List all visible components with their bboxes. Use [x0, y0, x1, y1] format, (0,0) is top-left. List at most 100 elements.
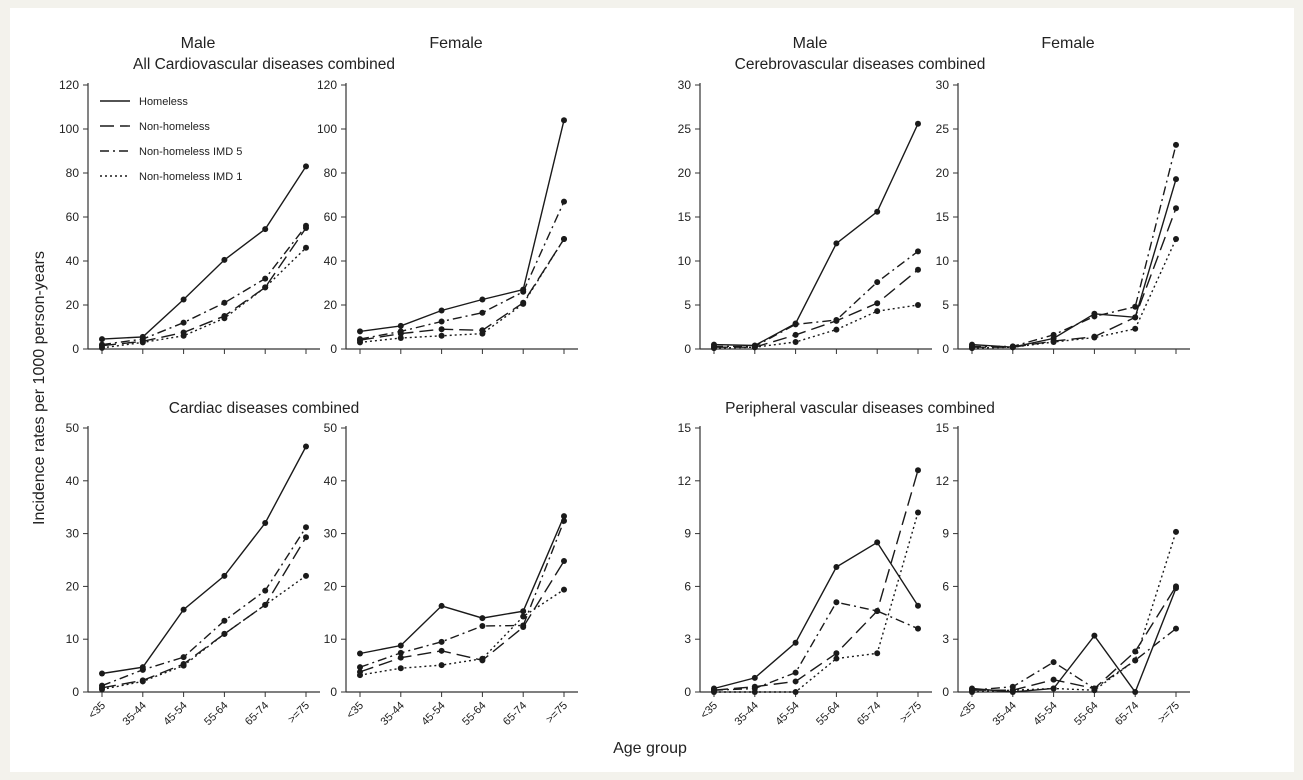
- data-point: [561, 517, 567, 524]
- y-tick-label: 15: [936, 421, 950, 435]
- series-line-non-homeless-imd-1: [714, 512, 919, 693]
- legend-label: Homeless: [139, 96, 188, 108]
- data-point: [1173, 236, 1179, 242]
- y-tick-label: 60: [66, 210, 80, 224]
- series-line-non-homeless-imd-5: [359, 520, 565, 668]
- y-tick-label: 6: [942, 579, 949, 593]
- y-tick-label: 3: [684, 632, 691, 646]
- data-point: [139, 339, 146, 346]
- data-point: [357, 672, 363, 679]
- x-tick-label: 45-54: [419, 700, 447, 728]
- series-line-non-homeless-imd-5: [714, 250, 919, 348]
- data-point: [221, 256, 228, 263]
- legend-label: Non-homeless: [139, 121, 210, 133]
- data-point: [479, 615, 486, 622]
- data-point: [180, 319, 187, 326]
- y-tick-label: 0: [942, 342, 949, 356]
- y-tick-label: 5: [684, 298, 691, 312]
- panel-5: 0 10 20 30 40 50 <35 35-44 45-54 55-64 65-74 >=75 Ca…: [66, 400, 360, 728]
- y-tick-label: 20: [324, 579, 338, 593]
- data-point: [561, 513, 567, 520]
- data-point: [303, 443, 309, 450]
- data-point: [561, 558, 567, 565]
- figure-background: [10, 8, 1294, 772]
- y-tick-label: 6: [684, 579, 691, 593]
- data-point: [520, 613, 527, 620]
- data-point: [874, 539, 881, 546]
- group-title: Cerebrovascular diseases combined: [735, 56, 986, 73]
- y-tick-label: 50: [66, 421, 80, 435]
- y-tick-label: 25: [678, 122, 692, 136]
- data-point: [520, 608, 527, 615]
- y-tick-label: 20: [66, 298, 80, 312]
- data-point: [915, 625, 921, 632]
- y-tick-label: 9: [942, 527, 949, 541]
- series-line-non-homeless-imd-5: [713, 601, 919, 691]
- series-line-homeless: [971, 179, 1177, 348]
- series-line-non-homeless: [972, 207, 1177, 348]
- data-point: [1050, 676, 1057, 683]
- data-point: [1050, 685, 1057, 692]
- data-point: [479, 309, 486, 316]
- data-point: [874, 300, 881, 307]
- y-tick-label: 30: [66, 527, 80, 541]
- data-point: [1132, 648, 1139, 655]
- y-tick-label: 15: [678, 210, 692, 224]
- data-point: [520, 622, 527, 629]
- data-point: [1132, 314, 1139, 321]
- data-point: [792, 639, 799, 646]
- y-tick-label: 120: [59, 78, 79, 92]
- data-point: [303, 534, 309, 541]
- data-point: [833, 655, 840, 662]
- y-tick-label: 30: [678, 78, 692, 92]
- data-point: [357, 328, 363, 335]
- data-point: [561, 117, 567, 124]
- panel-6: 0 10 20 30 40 50 <35 35-44 45-54 55-64 65-74 >=75: [324, 421, 578, 728]
- data-point: [711, 345, 717, 352]
- y-tick-label: 40: [66, 474, 80, 488]
- data-point: [833, 599, 840, 606]
- panel-3: 0 5 10 15 20 25 30 Male Cerebrovascular diseases…: [678, 35, 986, 356]
- data-point: [438, 602, 445, 609]
- x-tick-label: <35: [956, 700, 978, 722]
- data-point: [438, 307, 445, 314]
- data-point: [303, 572, 309, 579]
- data-point: [1173, 625, 1179, 632]
- data-point: [99, 686, 105, 693]
- panel-sex-label: Female: [1041, 35, 1094, 52]
- data-point: [357, 650, 363, 657]
- series-line-homeless: [359, 515, 565, 655]
- data-point: [751, 344, 758, 351]
- x-axis-title: Age group: [613, 740, 687, 757]
- data-point: [139, 678, 146, 685]
- y-tick-label: 15: [678, 421, 692, 435]
- y-tick-label: 15: [936, 210, 950, 224]
- data-point: [262, 587, 269, 594]
- data-point: [397, 642, 404, 649]
- data-point: [874, 208, 881, 215]
- x-tick-label: 35-44: [733, 700, 761, 728]
- data-point: [397, 322, 404, 329]
- data-point: [751, 689, 758, 695]
- data-point: [969, 689, 975, 695]
- data-point: [792, 321, 799, 328]
- data-point: [915, 120, 921, 127]
- x-tick-label: 65-74: [243, 700, 271, 728]
- x-tick-label: <35: [86, 700, 108, 722]
- y-tick-label: 100: [59, 122, 79, 136]
- y-tick-label: 20: [678, 166, 692, 180]
- data-point: [479, 296, 486, 303]
- data-point: [221, 299, 228, 306]
- group-title: All Cardiovascular diseases combined: [133, 56, 395, 73]
- y-tick-label: 20: [324, 298, 338, 312]
- data-point: [99, 670, 105, 677]
- panel-2: 0 20 40 60 80 100 120 Female: [317, 35, 578, 356]
- data-point: [357, 664, 363, 671]
- y-tick-label: 10: [324, 632, 338, 646]
- y-tick-label: 9: [684, 527, 691, 541]
- data-point: [520, 300, 527, 307]
- x-tick-label: 45-54: [1031, 700, 1059, 728]
- data-point: [1009, 687, 1016, 694]
- x-tick-label: >=75: [1156, 700, 1182, 726]
- data-point: [139, 666, 146, 673]
